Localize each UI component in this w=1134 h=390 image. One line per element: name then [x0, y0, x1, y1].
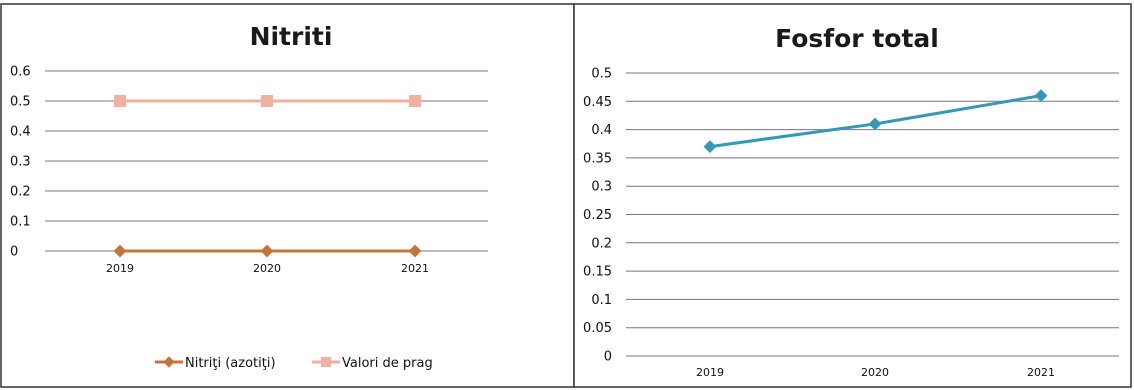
y-tick-label: 0.45	[583, 95, 612, 110]
y-tick-label: 0.2	[591, 236, 612, 251]
right-panel-frame	[573, 3, 1132, 388]
y-tick-label: 0.5	[591, 67, 612, 82]
y-tick-label: 0.15	[583, 265, 612, 280]
chart-title-nitriti: Nitriti	[250, 22, 333, 51]
x-tick-label: 2019	[106, 262, 134, 275]
chart-nitriti: 0 0.1 0.2 0.3 0.4 0.5 0.6 2019 2020 2021	[10, 65, 488, 275]
y-tick-label: 0	[604, 350, 612, 365]
x-tick-label: 2021	[401, 262, 429, 275]
y-tick-label: 0.35	[583, 151, 612, 166]
x-tick-label: 2019	[696, 366, 724, 379]
left-panel-frame	[0, 3, 575, 388]
y-tick-label: 0.3	[591, 180, 612, 195]
y-tick-label: 0.4	[10, 125, 31, 140]
data-point	[113, 244, 127, 258]
y-tick-label: 0.4	[591, 123, 612, 138]
legend-marker-valori	[321, 357, 331, 367]
legend-label-valori: Valori de prag	[342, 356, 433, 371]
y-tick-label: 0.2	[10, 185, 31, 200]
legend-marker-nitriti	[163, 356, 175, 368]
data-point	[409, 95, 421, 107]
data-point	[261, 95, 273, 107]
y-tick-label: 0	[10, 245, 18, 260]
chart-title-fosfor: Fosfor total	[775, 24, 939, 53]
data-point	[114, 95, 126, 107]
chart-fosfor-total: 0 0.05 0.1 0.15 0.2 0.25 0.3 0.35 0.4 0.45 0.5 2019…	[583, 67, 1119, 379]
legend: Nitriţi (azotiţi) Valori de prag	[155, 356, 433, 371]
y-tick-label: 0.1	[591, 293, 612, 308]
y-tick-label: 0.25	[583, 208, 612, 223]
y-tick-label: 0.05	[583, 321, 612, 336]
data-point	[408, 244, 422, 258]
y-tick-label: 0.6	[10, 65, 31, 80]
y-tick-label: 0.3	[10, 155, 31, 170]
y-tick-label: 0.1	[10, 215, 31, 230]
x-tick-label: 2020	[861, 366, 889, 379]
data-point	[260, 244, 274, 258]
x-tick-label: 2021	[1027, 366, 1055, 379]
legend-label-nitriti: Nitriţi (azotiţi)	[185, 356, 276, 371]
y-tick-label: 0.5	[10, 95, 31, 110]
x-tick-label: 2020	[253, 262, 281, 275]
